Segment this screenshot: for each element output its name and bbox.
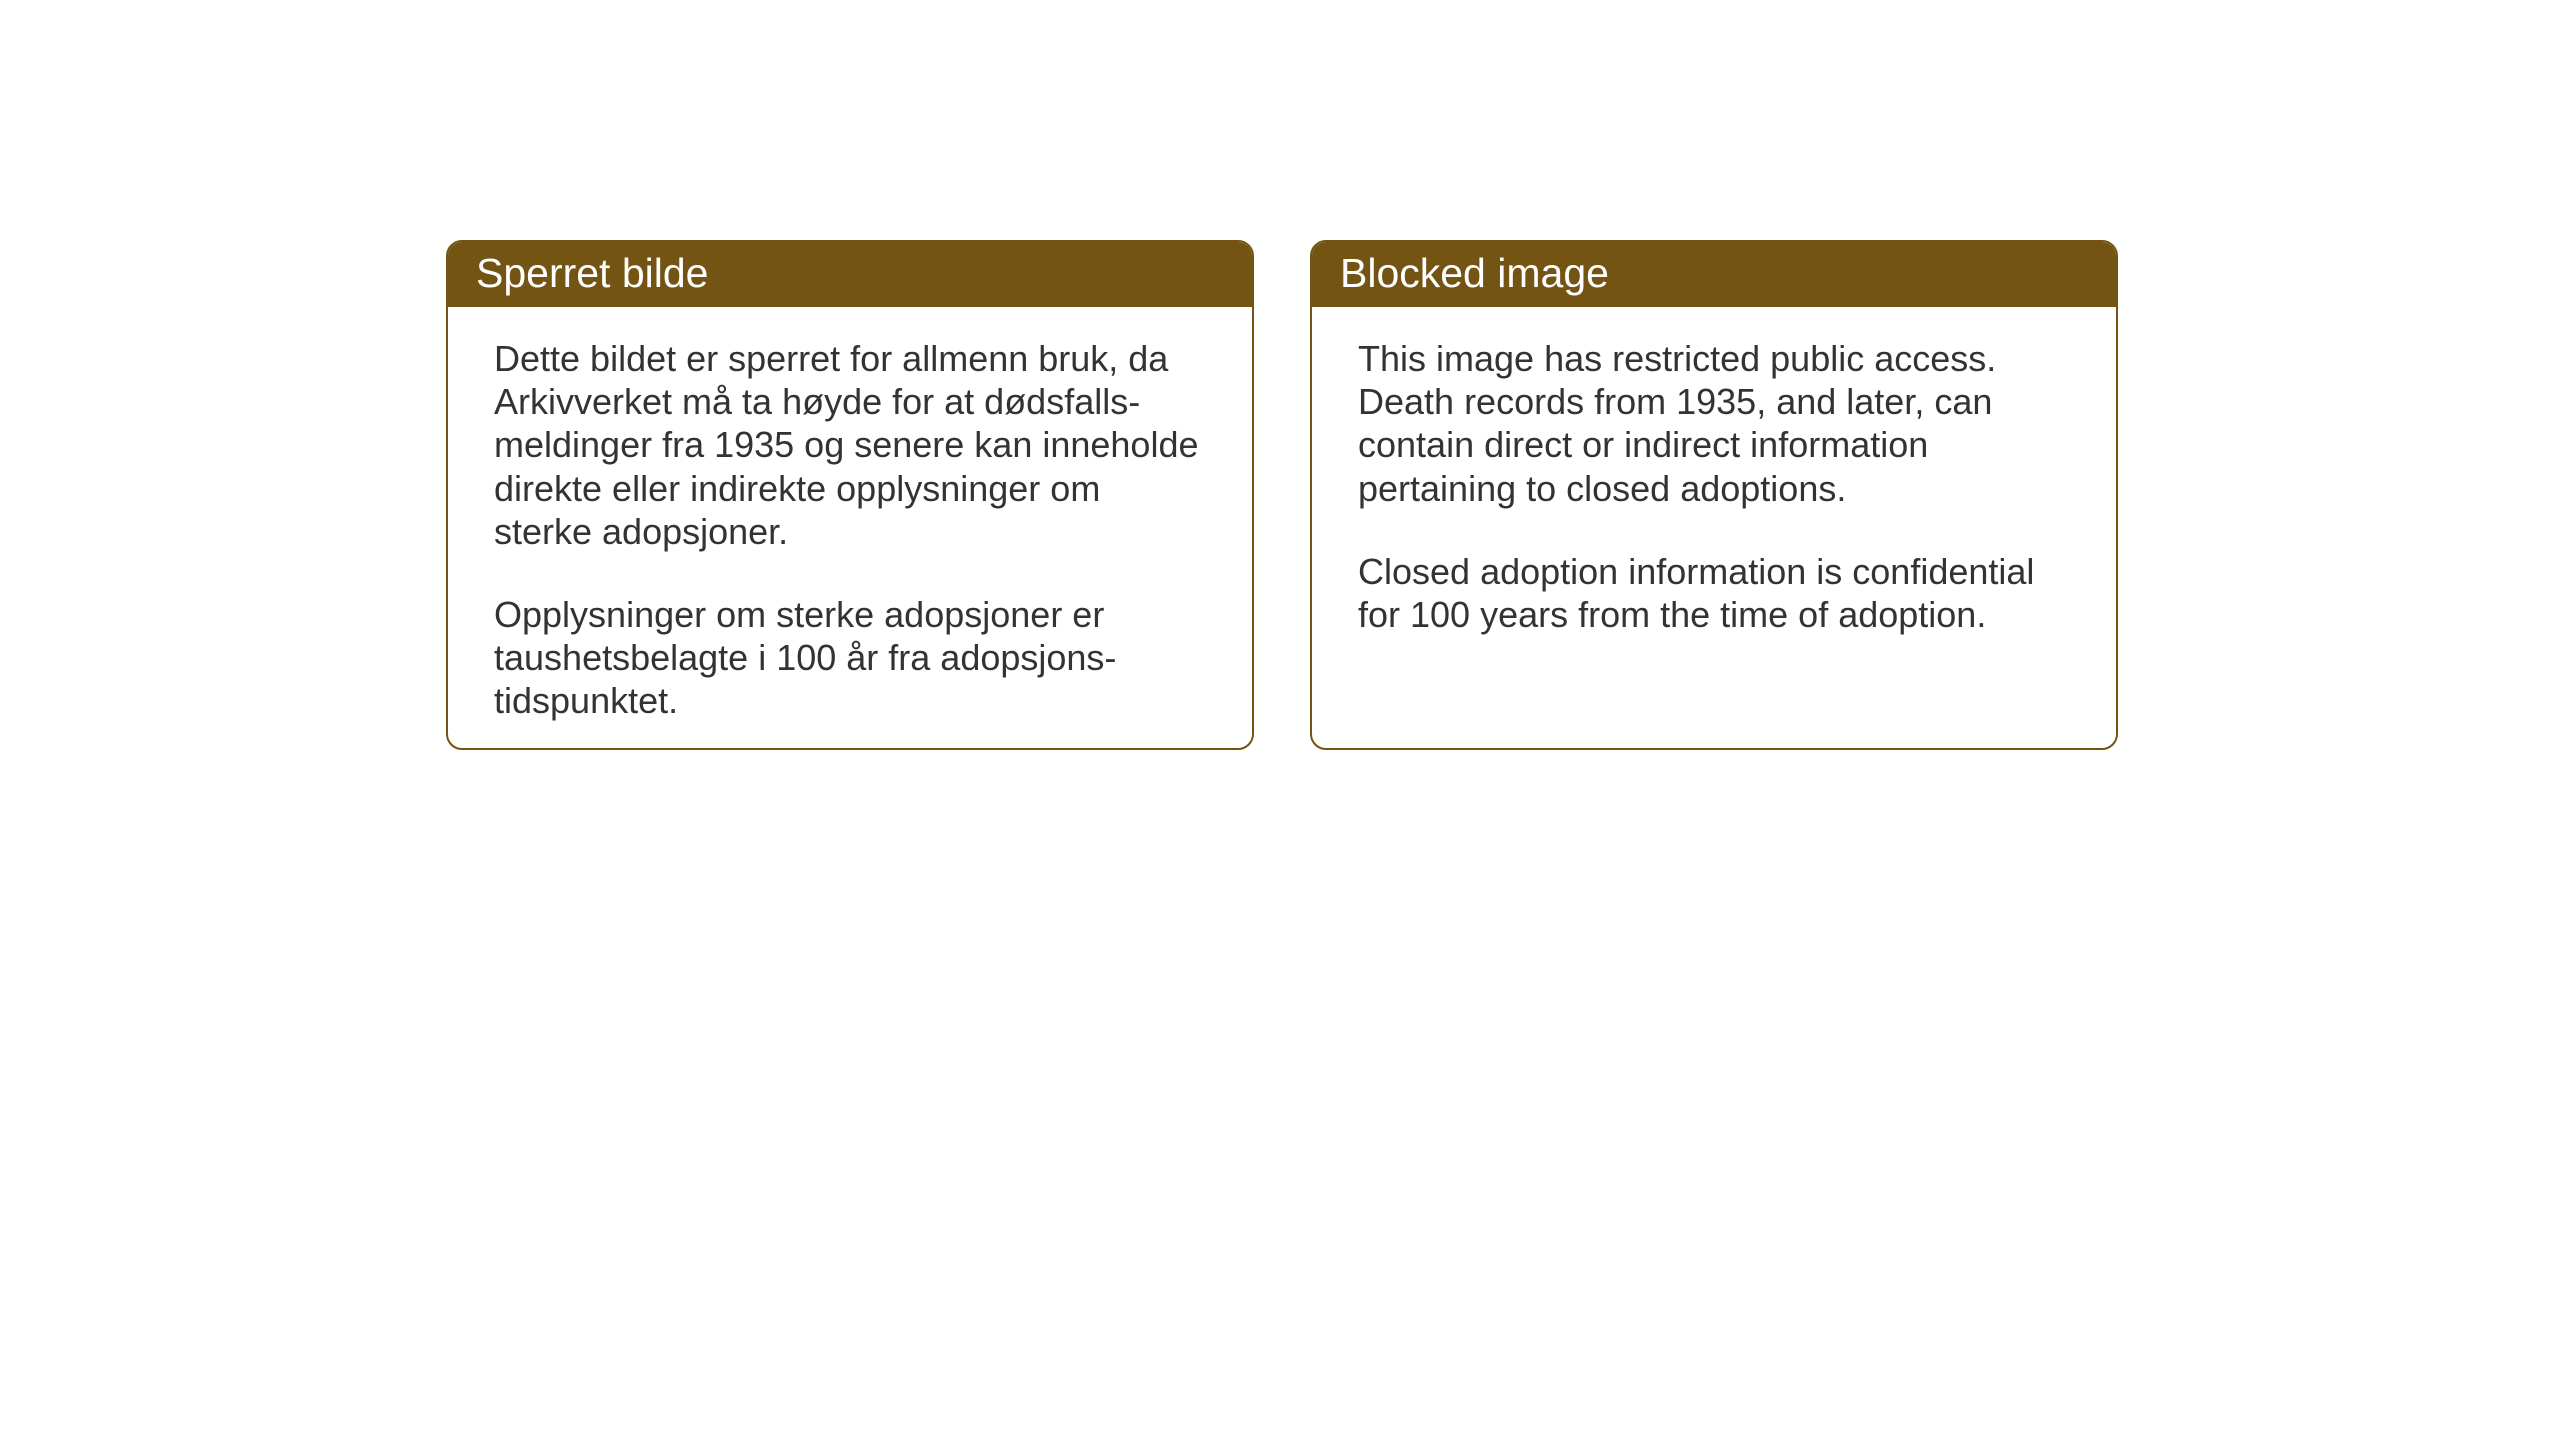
norwegian-card-title: Sperret bilde — [448, 242, 1252, 307]
norwegian-paragraph-2: Opplysninger om sterke adopsjoner er tau… — [494, 593, 1206, 723]
cards-container: Sperret bilde Dette bildet er sperret fo… — [446, 240, 2118, 750]
english-card: Blocked image This image has restricted … — [1310, 240, 2118, 750]
norwegian-card-body: Dette bildet er sperret for allmenn bruk… — [448, 307, 1252, 750]
english-card-body: This image has restricted public access.… — [1312, 307, 2116, 666]
english-card-title: Blocked image — [1312, 242, 2116, 307]
english-paragraph-2: Closed adoption information is confident… — [1358, 550, 2070, 636]
english-paragraph-1: This image has restricted public access.… — [1358, 337, 2070, 510]
norwegian-card: Sperret bilde Dette bildet er sperret fo… — [446, 240, 1254, 750]
norwegian-paragraph-1: Dette bildet er sperret for allmenn bruk… — [494, 337, 1206, 553]
